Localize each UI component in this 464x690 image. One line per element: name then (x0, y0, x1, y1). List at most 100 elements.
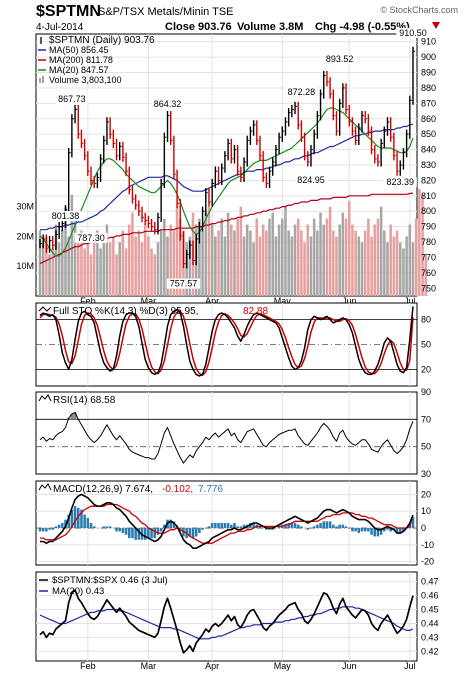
volume-bar (319, 212, 322, 296)
macd-panel (35, 480, 418, 566)
macd-histogram-bar (328, 521, 332, 529)
volume-bar (265, 230, 268, 296)
volume-icon (39, 78, 41, 83)
volume-bar (344, 218, 348, 296)
volume-bar (102, 236, 106, 296)
y-tick-label: 830 (421, 160, 436, 170)
volume-bar (245, 224, 249, 296)
y-tick-label: 20 (421, 364, 431, 374)
volume-bar (210, 224, 214, 296)
volume-bar (261, 224, 265, 296)
annotation-bg (55, 93, 89, 104)
y-tick-label: 0.44 (421, 618, 439, 628)
macd-histogram-bar (64, 519, 67, 529)
macd-histogram-bar (239, 526, 243, 529)
volume-bar (92, 242, 96, 296)
macd-histogram-bar (124, 528, 128, 535)
y-tick-label: 850 (421, 129, 436, 139)
volume-bar (99, 248, 102, 296)
watermark: © StockCharts.com (380, 5, 458, 15)
macd-histogram-bar (389, 528, 392, 532)
price-annotation: 801.38 (48, 211, 83, 222)
annotation-bg (166, 278, 201, 289)
volume-label: Volume 3.8M (237, 21, 303, 33)
volume-bar (414, 218, 418, 296)
macd-histogram-bar (134, 528, 137, 540)
y-tick-label: 820 (421, 175, 436, 185)
y-tick-label: 860 (421, 114, 436, 124)
y-tick-label: 840 (421, 145, 436, 155)
macd-histogram-bar (48, 528, 51, 530)
macd-histogram-bar (341, 524, 345, 529)
volume-bar (67, 236, 70, 296)
macd-histogram-bar (354, 528, 357, 532)
x-tick-label-feb: Feb (80, 296, 96, 306)
volume-bar (322, 224, 325, 296)
macd-histogram-bar (293, 523, 297, 529)
macd-histogram-bar (86, 517, 90, 529)
volume-bar (163, 218, 166, 296)
macd-histogram-bar (335, 526, 338, 529)
macd-histogram-bar (89, 523, 93, 529)
volume-bar (405, 236, 408, 296)
line-icon (38, 306, 52, 312)
volume-bar (134, 236, 137, 296)
x-tick-label-apr: Apr (205, 661, 219, 671)
macd-histogram-bar (182, 528, 185, 537)
macd-histogram-bar (147, 528, 150, 539)
y-tick-label: 810 (421, 191, 436, 201)
macd-line (40, 493, 414, 550)
y-tick-label: -10 (421, 540, 434, 550)
price-annotation: 867.73 (55, 93, 89, 104)
y-tick-label: 910 (421, 37, 436, 47)
macd-histogram-bar (214, 523, 217, 529)
legend-entry: Volume 3,803,100 (49, 75, 122, 85)
annotation-label: 867.73 (58, 94, 86, 104)
volume-bar (354, 230, 357, 296)
volume-bar (48, 254, 51, 296)
volume-bar (41, 242, 45, 296)
volume-bar (306, 224, 310, 296)
volume-bar (89, 254, 93, 296)
macd-histogram-bar (386, 528, 389, 530)
macd-histogram-bar (118, 528, 121, 532)
volume-bar (115, 254, 118, 296)
volume-bar (131, 212, 134, 296)
macd-histogram-bar (265, 528, 268, 530)
sto-legend: Full STO %K(14,3) %D(3) 95.95, 82.88 (38, 306, 268, 317)
macd-histogram-bar (376, 528, 380, 537)
legend-entry-histogram: 7.776 (198, 484, 223, 495)
y-tick-label: 50 (421, 442, 431, 452)
volume-bar (335, 236, 338, 296)
macd-histogram-bar (153, 528, 157, 539)
macd-histogram-bar (194, 528, 198, 537)
legend-entry: MA(50) 856.45 (49, 45, 109, 55)
annotation-bg (150, 99, 185, 110)
volume-bar (424, 254, 428, 296)
volume-bar (277, 224, 281, 296)
macd-histogram-bar (76, 507, 80, 529)
price-annotation: 864.32 (150, 99, 185, 110)
volume-bar (179, 218, 182, 296)
y-tick-label: 760 (421, 268, 436, 278)
volume-bar (351, 224, 354, 296)
macd-histogram-bar (102, 526, 106, 529)
volume-bar (395, 230, 399, 296)
macd-histogram-bar (398, 528, 402, 534)
macd-histogram-bar (108, 526, 112, 529)
macd-histogram-bar (351, 528, 354, 532)
macd-histogram-bar (188, 528, 192, 537)
sto-d-line (39, 310, 414, 376)
change-label: Chg -4.98 (-0.55%) (315, 21, 410, 33)
volume-bar (252, 242, 255, 296)
volume-bar (258, 236, 262, 296)
macd-histogram-bar (300, 526, 303, 529)
annotation-bg (294, 174, 328, 185)
x-tick-label-may: May (274, 296, 292, 306)
volume-icon (42, 76, 44, 83)
rsi-line (39, 412, 414, 464)
volume-bar (169, 224, 172, 296)
macd-histogram-bar (156, 528, 160, 535)
y-tick-label: 0 (421, 523, 426, 533)
